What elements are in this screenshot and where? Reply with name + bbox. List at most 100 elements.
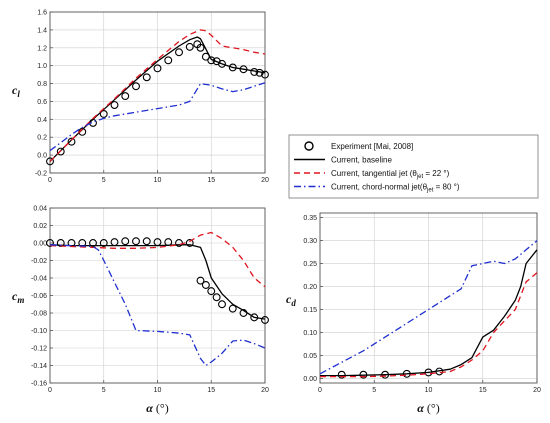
- cl-solid-series-line: [49, 36, 266, 162]
- cm-y-tick-label: 0.02: [33, 223, 47, 230]
- legend-entry-label: Current, chord-normal jet(θjet = 80 °): [331, 183, 460, 194]
- cl-x-tick-label: 20: [261, 177, 269, 184]
- cm-y-tick-label: -0.14: [31, 363, 47, 370]
- cm-y-tick-label: -0.04: [31, 276, 47, 283]
- cd-y-tick-label: 0.05: [303, 353, 317, 360]
- cm-solid-series-line: [49, 244, 266, 320]
- cm-x-tick-label: 5: [102, 387, 106, 394]
- cd-y-axis-label: cd: [286, 292, 296, 308]
- cl-x-tick-label: 10: [154, 177, 162, 184]
- cm-y-tick-label: -0.06: [31, 293, 47, 300]
- cd-x-tick-label: 10: [425, 387, 433, 394]
- cl-experiment-point: [121, 92, 130, 101]
- cm-y-tick-label: -0.16: [31, 381, 47, 388]
- cm-experiment-point: [89, 239, 97, 247]
- cm-experiment-point: [46, 239, 54, 247]
- cd-y-tick-label: 0.30: [303, 238, 317, 245]
- cl-experiment-point: [110, 101, 119, 109]
- cm-experiment-point: [207, 287, 216, 296]
- cl-experiment-point: [185, 42, 194, 51]
- cd-axes-frame: [319, 212, 538, 384]
- cm-experiment-point: [201, 281, 210, 289]
- cd-x-tick-label: 20: [533, 387, 541, 394]
- cl-experiment-point: [99, 110, 108, 118]
- cd-x-tick-label: 0: [318, 387, 322, 394]
- cm-experiment-point: [185, 239, 194, 247]
- cl-experiment-point: [142, 73, 151, 82]
- cm-y-tick-label: -0.08: [31, 311, 47, 318]
- cm-experiment-point: [175, 239, 183, 247]
- cd-x-tick-label: 15: [479, 387, 487, 394]
- cm-x-tick-label: 0: [48, 387, 52, 394]
- cm-y-tick-label: 0.00: [33, 241, 47, 248]
- cd-y-tick-label: 0.35: [303, 215, 317, 222]
- cm-x-axis-label: α (°): [146, 401, 168, 415]
- cl-experiment-point: [164, 56, 173, 65]
- cd-y-tick-label: 0.10: [303, 330, 317, 337]
- cd-y-tick-label: 0.00: [303, 376, 317, 383]
- cd-dashed-series-line: [320, 272, 538, 378]
- cl-y-tick-label: 0.8: [37, 81, 47, 88]
- cm-y-axis-label: cm: [12, 289, 24, 305]
- cd-experiment-point: [337, 370, 346, 379]
- cl-y-tick-label: 0.4: [37, 117, 47, 124]
- cm-y-tick-label: 0.04: [33, 206, 47, 213]
- cm-experiment-point: [261, 316, 269, 324]
- cm-y-tick-label: -0.02: [31, 258, 47, 265]
- cl-experiment-point: [175, 48, 183, 57]
- cl-experiment-point: [132, 82, 140, 91]
- cl-y-tick-label: 0.2: [37, 135, 47, 142]
- cm-x-tick-label: 15: [207, 387, 215, 394]
- cm-chart: 0 5 10 15 20 -0.16 -0.14 -0.12 -0.10 -0.08 -0.06 -0…: [12, 206, 269, 416]
- cl-y-tick-label: -0.2: [35, 171, 47, 178]
- cm-y-tick-label: -0.12: [31, 346, 47, 353]
- cl-y-tick-label: 0.0: [37, 153, 47, 160]
- cm-axes-frame: [49, 207, 266, 384]
- cl-chart: 0 5 10 15 20 -0.2 0.0 0.2 0.4 0.6 0.8 1.0 1.2 1.4 1.6 c…: [12, 10, 269, 185]
- cl-experiment-point: [46, 157, 54, 166]
- cm-experiment-point: [99, 239, 108, 247]
- cl-y-tick-label: 1.6: [37, 10, 47, 17]
- cm-experiment-point: [142, 237, 151, 246]
- cl-y-tick-label: 0.6: [37, 99, 47, 106]
- cl-y-tick-label: 1.2: [37, 45, 47, 52]
- cm-experiment-point: [218, 300, 226, 309]
- legend-entry-label: Current, baseline: [331, 156, 392, 165]
- cd-dashdot-series-line: [319, 240, 538, 375]
- cl-experiment-point: [261, 70, 269, 79]
- cd-y-tick-label: 0.15: [303, 307, 317, 314]
- cl-axes-frame: [49, 11, 266, 174]
- legend-entry-label: Experiment [Mai, 2008]: [331, 142, 413, 151]
- cd-y-tick-label: 0.20: [303, 284, 317, 291]
- legend: Experiment [Mai, 2008] Current, baseline C…: [288, 134, 539, 199]
- cd-x-axis-label: α (°): [417, 401, 439, 415]
- cl-experiment-point: [153, 64, 162, 73]
- cl-experiment-point: [218, 59, 226, 68]
- cm-x-tick-label: 10: [154, 387, 162, 394]
- cm-y-tick-label: -0.10: [31, 328, 47, 335]
- cl-experiment-point: [67, 137, 76, 146]
- cl-x-tick-label: 0: [48, 177, 52, 184]
- cm-x-tick-label: 20: [261, 387, 269, 394]
- cd-x-tick-label: 5: [372, 387, 376, 394]
- legend-experiment-marker: [304, 141, 314, 151]
- cd-chart: 0 5 10 15 20 0.00 0.05 0.10 0.15 0.20 0.25 0.30 0.35…: [286, 212, 541, 415]
- cl-x-tick-label: 5: [102, 177, 106, 184]
- cl-experiment-point: [56, 147, 65, 156]
- cm-experiment-point: [132, 237, 140, 246]
- cm-dashed-series-line: [49, 231, 266, 288]
- cm-experiment-point: [212, 293, 221, 302]
- cl-y-axis-label: cl: [12, 83, 20, 99]
- cm-experiment-point: [121, 237, 130, 246]
- cl-dashdot-series-line: [49, 82, 266, 152]
- legend-entry-label: Current, tangential jet (θjet = 22 °): [331, 169, 450, 180]
- cm-dashdot-series-line: [49, 244, 266, 367]
- cd-solid-series-line: [320, 249, 538, 377]
- cl-dashed-series-line: [49, 29, 266, 162]
- cm-experiment-point: [228, 304, 237, 313]
- cl-experiment-point: [196, 43, 205, 52]
- cd-y-tick-label: 0.25: [303, 261, 317, 268]
- cl-x-tick-label: 15: [207, 177, 215, 184]
- cl-y-tick-label: 1.4: [37, 27, 47, 34]
